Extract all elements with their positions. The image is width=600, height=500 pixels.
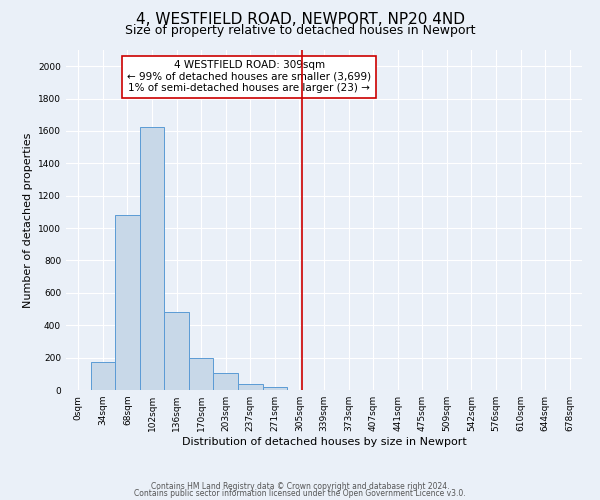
Text: 4 WESTFIELD ROAD: 309sqm
← 99% of detached houses are smaller (3,699)
1% of semi: 4 WESTFIELD ROAD: 309sqm ← 99% of detach…: [127, 60, 371, 94]
Text: Contains HM Land Registry data © Crown copyright and database right 2024.: Contains HM Land Registry data © Crown c…: [151, 482, 449, 491]
Bar: [189, 358, 214, 390]
X-axis label: Distribution of detached houses by size in Newport: Distribution of detached houses by size …: [182, 437, 466, 447]
Bar: [214, 373, 238, 390]
Bar: [140, 127, 164, 390]
Bar: [263, 387, 287, 390]
Bar: [238, 384, 263, 390]
Text: Contains public sector information licensed under the Open Government Licence v3: Contains public sector information licen…: [134, 489, 466, 498]
Text: 4, WESTFIELD ROAD, NEWPORT, NP20 4ND: 4, WESTFIELD ROAD, NEWPORT, NP20 4ND: [136, 12, 464, 28]
Bar: [115, 215, 140, 390]
Bar: [91, 362, 115, 390]
Text: Size of property relative to detached houses in Newport: Size of property relative to detached ho…: [125, 24, 475, 37]
Y-axis label: Number of detached properties: Number of detached properties: [23, 132, 32, 308]
Bar: [164, 312, 189, 390]
